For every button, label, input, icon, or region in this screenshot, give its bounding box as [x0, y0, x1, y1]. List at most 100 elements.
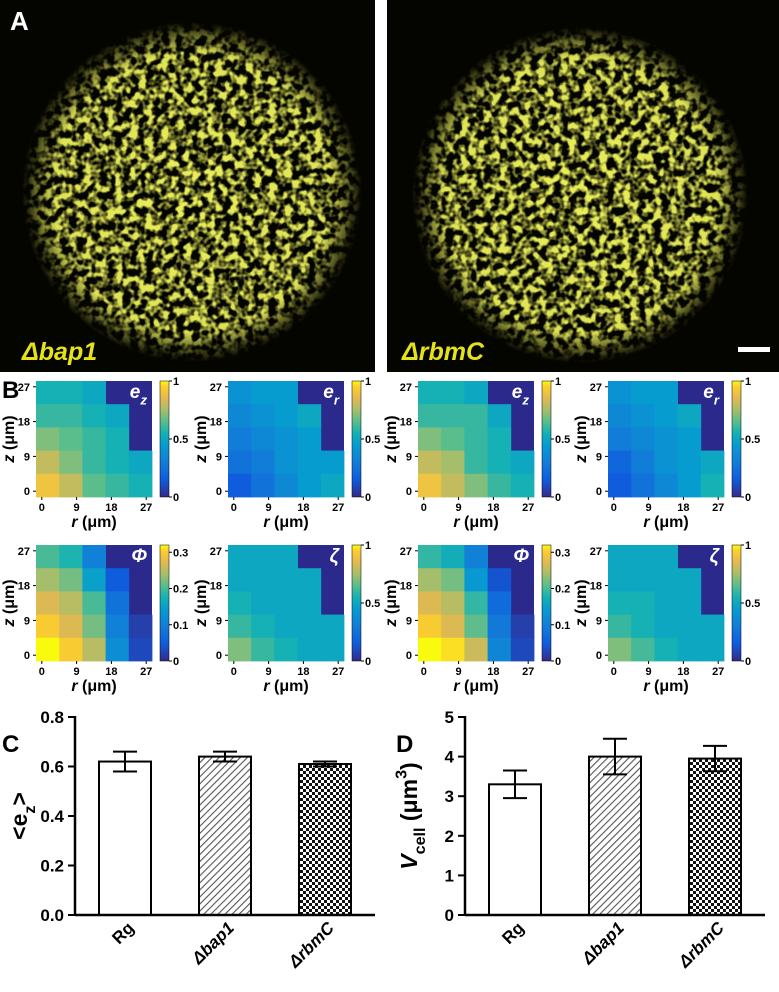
x-tick-label: Rg	[498, 918, 527, 947]
label-part: (μm	[396, 779, 422, 828]
colorbar	[731, 544, 742, 662]
heatmap-cell	[59, 450, 83, 475]
heatmap-cell	[228, 473, 252, 498]
label-part: z	[139, 393, 147, 408]
y-axis-label: z (μm)	[573, 579, 590, 627]
y-tick-label: 9	[216, 615, 222, 627]
x-tick-label: 18	[487, 502, 499, 514]
heatmap-cell	[274, 568, 298, 592]
y-tick-label: 9	[406, 615, 412, 627]
bar	[588, 755, 642, 916]
x-axis-label: r (μm)	[453, 678, 498, 695]
panel-label: C	[2, 731, 19, 758]
label-part: (μm)	[1, 579, 18, 618]
heatmap-cell	[418, 591, 442, 615]
map-title: ζ	[710, 546, 721, 567]
heatmap-cell	[105, 568, 130, 592]
heatmap-cell	[608, 614, 632, 639]
heatmap-cell	[82, 381, 106, 405]
heatmap-cell	[59, 404, 83, 428]
y-axis-label: z (μm)	[193, 579, 210, 627]
y-tick-label: 27	[18, 382, 30, 394]
heatmap-cell	[36, 427, 60, 451]
colorbar-tick-label: 0.5	[745, 434, 760, 446]
heatmap-cell	[82, 591, 106, 615]
heatmap-cell	[700, 614, 725, 639]
y-tick-label: 27	[210, 546, 222, 558]
colorbar-tick-label: 0.1	[555, 620, 570, 632]
heatmap-cell	[320, 450, 345, 475]
map-title: ez	[130, 382, 148, 408]
heatmap-cell	[228, 614, 252, 639]
label-part: (μm)	[193, 579, 210, 618]
colorbar-tick-label: 0	[365, 492, 371, 504]
x-tick-label: 18	[105, 666, 117, 678]
label-part: (μm)	[460, 514, 499, 531]
heatmap-cell	[631, 450, 655, 475]
heatmap-cell	[36, 404, 60, 428]
heatmap-cell	[631, 614, 655, 639]
heatmap-cell	[228, 404, 252, 428]
image-label: Δbap1	[21, 338, 97, 366]
heatmap-cell	[608, 404, 632, 428]
colorbar-tick-label: 0	[173, 492, 179, 504]
label-part: (μm)	[573, 415, 590, 454]
x-tick-label: 27	[140, 502, 152, 514]
heatmap-cell	[82, 427, 106, 451]
heatmap-cell	[677, 404, 702, 428]
heatmap-cell	[441, 450, 465, 475]
heatmap-cell	[631, 381, 655, 405]
label-part: (μm)	[460, 678, 499, 695]
heatmap-cell	[677, 637, 702, 662]
colorbar	[731, 380, 742, 498]
heatmap-cell	[36, 568, 60, 592]
x-tick-label: 0	[231, 666, 237, 678]
colorbar-tick-label: 0.5	[365, 434, 380, 446]
y-tick-label: 18	[400, 417, 412, 429]
y-tick-label: 27	[210, 382, 222, 394]
heatmap-cell	[320, 473, 345, 498]
label-part: (μm)	[270, 678, 309, 695]
y-tick-label: 2	[445, 827, 454, 846]
scale-bar	[738, 347, 770, 352]
heatmap-cell	[487, 404, 512, 428]
heatmap-cell	[631, 545, 655, 569]
heatmap-cell	[418, 614, 442, 639]
label-part: (μm)	[383, 579, 400, 618]
bar	[488, 783, 542, 916]
colorbar-tick-label: 0	[745, 492, 751, 504]
colorbar-tick-label: 0.5	[173, 434, 188, 446]
label-part: r	[453, 678, 460, 695]
error-bar	[313, 760, 337, 768]
y-tick-label: 9	[596, 451, 602, 463]
y-tick-label: 4	[445, 748, 455, 767]
y-tick-label: 0	[24, 486, 30, 498]
heatmap-cell	[608, 473, 632, 498]
y-tick-label: 1	[445, 866, 454, 885]
y-axis-label: Vcell (μm3)	[393, 762, 429, 869]
y-tick-label: 0	[24, 650, 30, 662]
heatmap-cell	[441, 591, 465, 615]
colorbar-tick-label: 1	[173, 376, 179, 388]
heatmap-cell	[228, 427, 252, 451]
heatmap-cell	[251, 381, 275, 405]
heatmap-cell	[128, 473, 153, 498]
x-tick-label: 0	[39, 502, 45, 514]
heatmap-cell	[654, 404, 678, 428]
label-part: z	[193, 619, 210, 628]
heatmap-cell	[487, 568, 512, 592]
x-tick-label: Δbap1	[188, 918, 238, 968]
y-tick-label: 0	[445, 906, 454, 925]
heatmap-cell	[510, 614, 535, 639]
heatmap-cell	[487, 637, 512, 662]
colorbar-tick-label: 1	[365, 376, 371, 388]
heatmap-cell	[464, 473, 488, 498]
heatmap-cell	[36, 614, 60, 639]
heatmap-cell	[82, 614, 106, 639]
heatmap-cell	[36, 450, 60, 475]
colorbar-tick-label: 0	[173, 656, 179, 668]
colorbar-tick-label: 1	[555, 376, 561, 388]
heatmap-cell	[654, 473, 678, 498]
heatmap-cell	[654, 637, 678, 662]
